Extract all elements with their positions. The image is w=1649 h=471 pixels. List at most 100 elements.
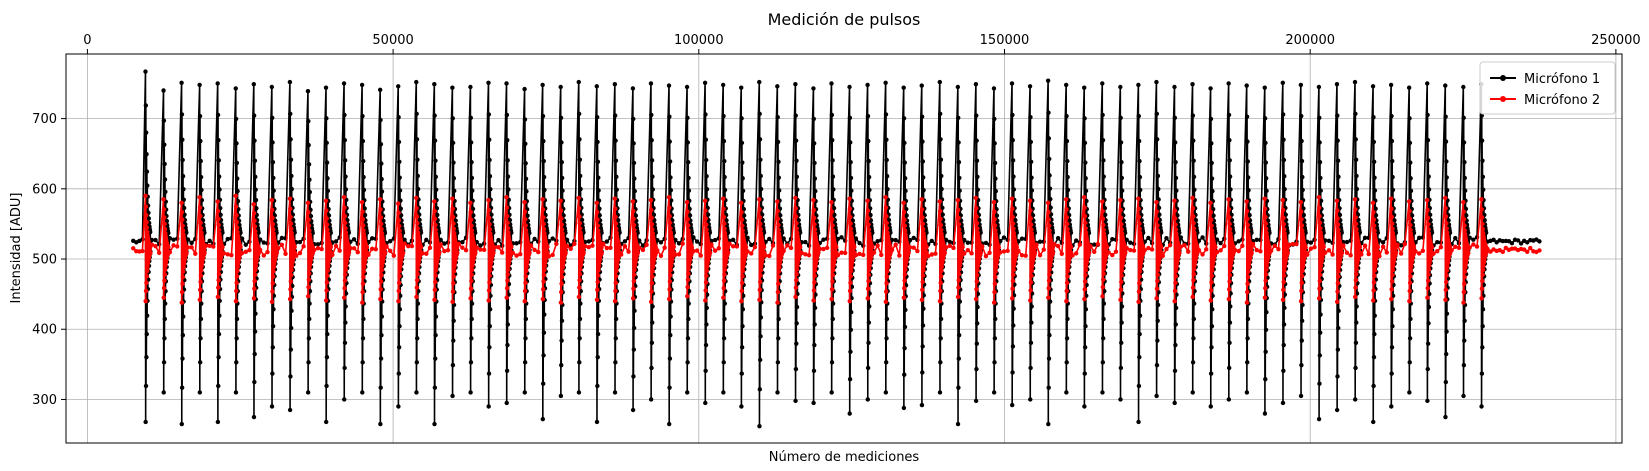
data-point: [1408, 160, 1413, 165]
data-point: [1334, 299, 1340, 305]
data-point: [180, 137, 185, 142]
data-point: [1312, 245, 1317, 250]
data-point: [1462, 338, 1467, 343]
data-point: [1136, 419, 1141, 425]
data-point: [450, 393, 455, 399]
data-point: [1065, 226, 1070, 232]
data-point: [162, 272, 168, 277]
data-point: [955, 84, 961, 90]
data-point: [1209, 345, 1214, 350]
data-point: [919, 83, 924, 88]
data-point: [650, 174, 655, 179]
data-point: [597, 206, 602, 211]
data-point: [758, 157, 763, 162]
data-point: [722, 301, 728, 306]
data-point: [1480, 226, 1486, 232]
data-point: [740, 160, 745, 165]
data-point: [1263, 140, 1268, 146]
data-point: [217, 298, 222, 304]
data-point: [1305, 252, 1310, 257]
data-point: [757, 215, 763, 220]
data-point: [324, 288, 329, 293]
data-point: [920, 287, 925, 293]
data-point: [324, 116, 329, 121]
data-point: [1172, 84, 1177, 90]
data-point: [279, 235, 285, 241]
data-point: [361, 158, 366, 164]
data-point: [1146, 235, 1151, 241]
data-point: [239, 250, 245, 256]
data-point: [1226, 365, 1232, 371]
data-point: [956, 207, 961, 213]
data-point: [1262, 206, 1268, 212]
data-point: [1371, 383, 1376, 389]
data-point: [884, 274, 890, 279]
data-point: [505, 322, 511, 327]
data-point: [1389, 138, 1395, 144]
data-point: [1034, 242, 1039, 248]
data-point: [233, 193, 238, 199]
data-point: [1444, 273, 1449, 278]
data-point: [686, 228, 691, 233]
data-point: [1084, 198, 1089, 204]
data-point: [234, 274, 240, 279]
data-point: [957, 299, 963, 304]
data-point: [307, 266, 312, 272]
data-point: [631, 347, 637, 352]
data-point: [919, 297, 925, 302]
data-point: [337, 248, 342, 253]
data-point: [1172, 400, 1177, 406]
data-point: [438, 237, 443, 242]
data-point: [613, 113, 618, 118]
data-point: [919, 197, 924, 202]
data-point: [1299, 223, 1305, 228]
data-point: [577, 221, 583, 226]
data-point: [666, 83, 672, 88]
data-point: [812, 160, 817, 166]
data-point: [1019, 236, 1025, 241]
data-point: [469, 267, 475, 273]
data-point: [829, 360, 835, 365]
data-point: [595, 159, 601, 165]
data-point: [1335, 222, 1341, 227]
data-point: [803, 252, 808, 257]
data-point: [1326, 238, 1332, 244]
data-point: [648, 397, 654, 402]
data-point: [1103, 212, 1108, 217]
data-point: [604, 239, 610, 244]
data-point: [839, 235, 844, 240]
data-point: [522, 117, 528, 122]
data-point: [1407, 336, 1413, 341]
data-point: [487, 137, 492, 142]
data-point: [180, 274, 186, 280]
data-point: [1359, 252, 1364, 257]
data-point: [233, 204, 239, 209]
data-point: [1335, 138, 1340, 143]
data-point: [306, 210, 311, 215]
data-point: [883, 360, 889, 365]
data-point: [1204, 247, 1209, 252]
data-point: [1047, 333, 1052, 338]
data-point: [758, 226, 763, 232]
data-point: [1010, 214, 1015, 220]
data-point: [992, 281, 998, 286]
data-point: [1232, 247, 1238, 253]
data-point: [215, 294, 221, 300]
data-point: [893, 242, 898, 247]
data-point: [829, 199, 834, 205]
data-point: [1063, 82, 1069, 88]
data-point: [1318, 312, 1323, 317]
data-point: [1065, 268, 1071, 274]
data-point: [1119, 268, 1125, 273]
data-point: [848, 175, 854, 181]
data-point: [1064, 360, 1069, 365]
data-point: [613, 138, 618, 143]
data-point: [396, 345, 402, 350]
data-point: [536, 249, 541, 255]
data-point: [198, 174, 204, 180]
data-point: [1240, 243, 1245, 249]
data-point: [703, 208, 708, 213]
data-point: [1353, 207, 1358, 212]
data-point: [648, 81, 654, 86]
data-point: [991, 300, 997, 305]
